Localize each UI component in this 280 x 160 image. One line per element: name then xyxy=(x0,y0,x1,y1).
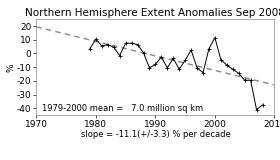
Text: 1979-2000 mean =   7.0 million sq km: 1979-2000 mean = 7.0 million sq km xyxy=(42,104,204,113)
Y-axis label: %: % xyxy=(6,63,15,72)
X-axis label: slope = -11.1(+/-3.3) % per decade: slope = -11.1(+/-3.3) % per decade xyxy=(81,130,230,140)
Title: Northern Hemisphere Extent Anomalies Sep 2008: Northern Hemisphere Extent Anomalies Sep… xyxy=(25,8,280,18)
